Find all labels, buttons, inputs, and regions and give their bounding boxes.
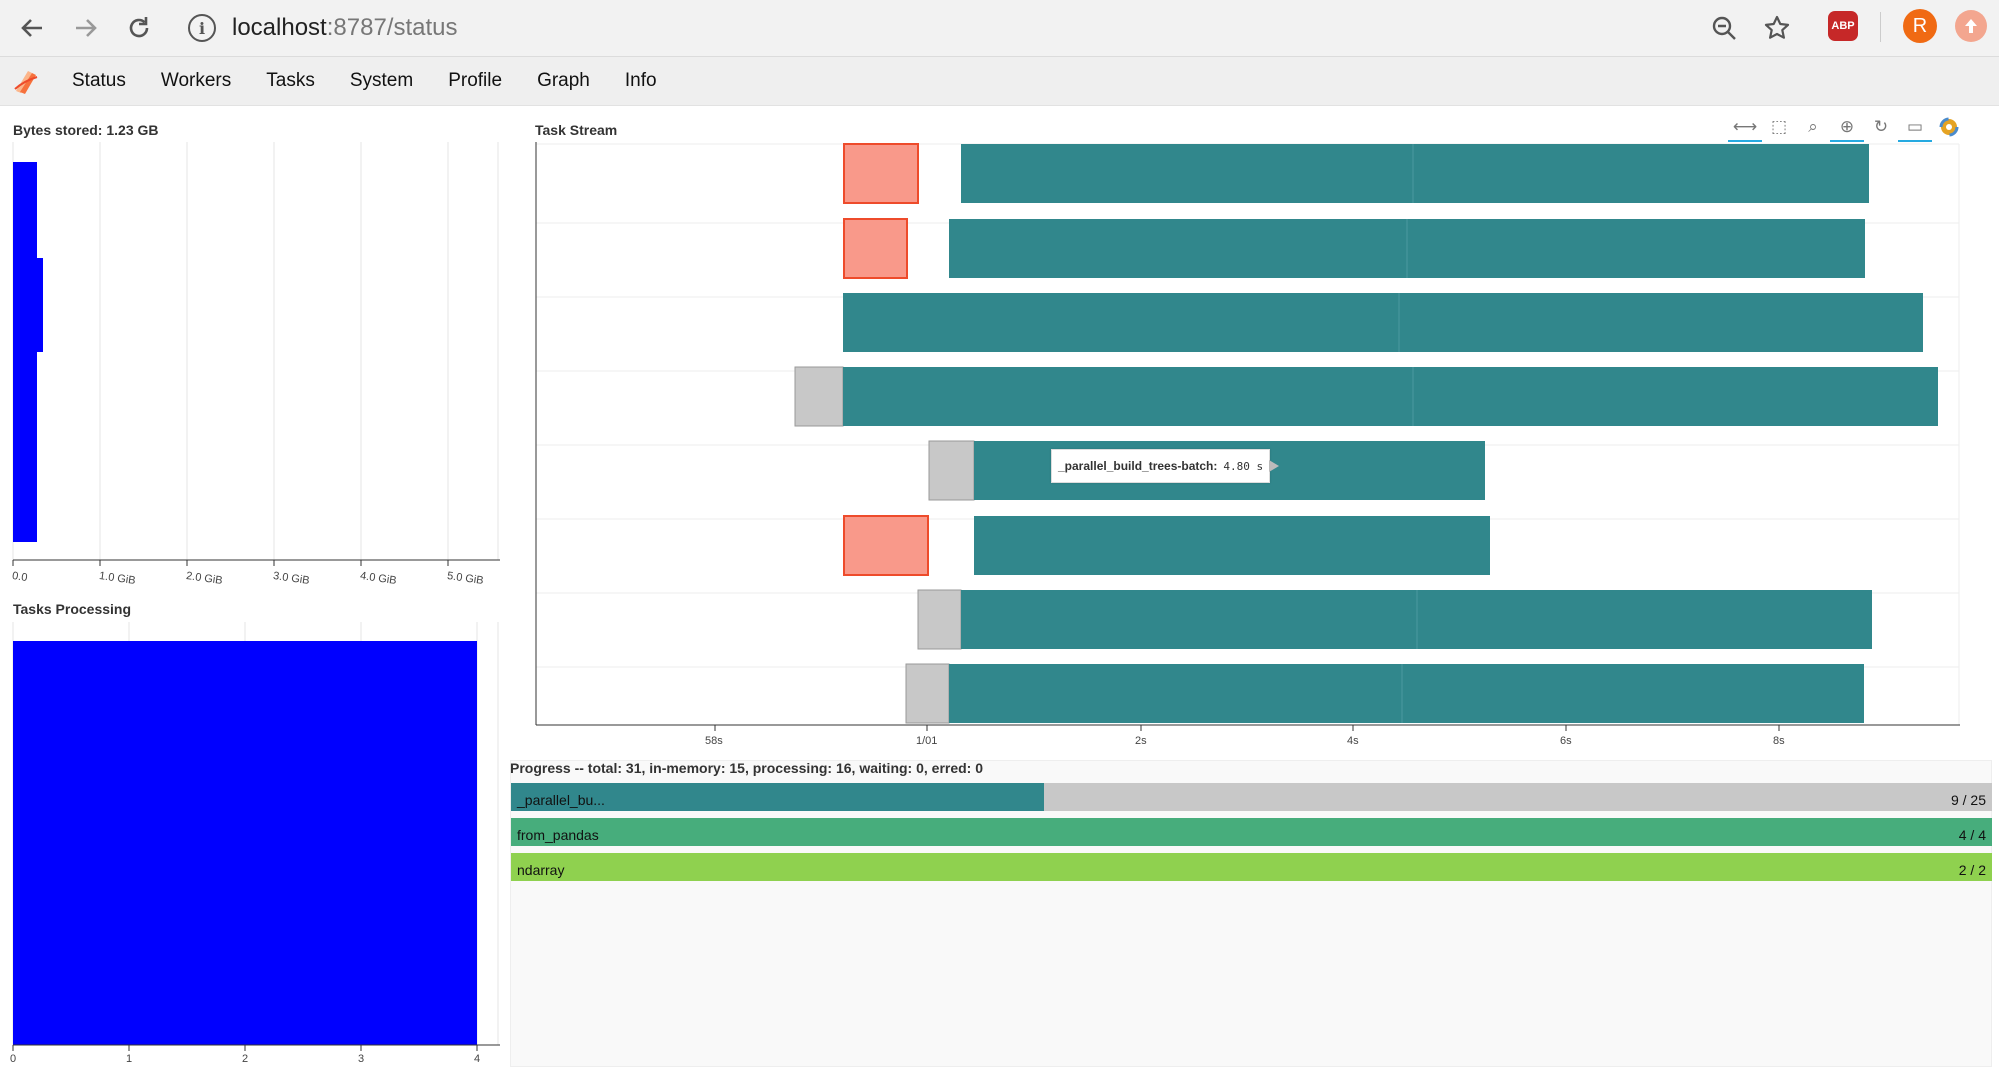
progress-bar-from-pandas[interactable]: from_pandas 4 / 4 (511, 818, 1992, 846)
stream-tick-1-01: 1/01 (916, 735, 938, 747)
zoom-in-icon[interactable]: ⊕ (1830, 114, 1864, 142)
progress-fill (511, 853, 1992, 881)
address-bar[interactable]: i localhost:8787/status (188, 8, 458, 48)
nav-info[interactable]: Info (624, 70, 657, 91)
zoom-icon[interactable] (1706, 10, 1742, 46)
tooltip-task-name: _parallel_build_trees-batch: (1058, 459, 1218, 473)
pan-tool-icon[interactable]: ⟷ (1728, 114, 1762, 142)
processing-tick-0: 0 (10, 1053, 17, 1065)
arrow-right-icon[interactable] (68, 10, 104, 46)
app-navbar: Status Workers Tasks System Profile Grap… (0, 57, 1999, 106)
reload-icon[interactable] (121, 10, 157, 46)
bokeh-logo-icon[interactable] (1932, 114, 1966, 140)
progress-fill (511, 818, 1992, 846)
box-zoom-icon[interactable]: ⬚ (1770, 117, 1788, 136)
bytes-tick-0: 0.0 (11, 570, 29, 585)
tooltip-duration: 4.80 s (1223, 459, 1264, 473)
stream-tick-2s: 2s (1135, 735, 1147, 747)
star-icon[interactable] (1759, 10, 1795, 46)
chart-toolbar: ⟷ ⬚ ⌕ ⊕ ↻ ▭ (1728, 114, 1966, 142)
progress-bar-parallel[interactable]: _parallel_bu... 9 / 25 (511, 783, 1992, 811)
processing-tick-2: 2 (242, 1053, 249, 1065)
adblock-icon[interactable]: ABP (1828, 11, 1858, 41)
progress-title: Progress -- total: 31, in-memory: 15, pr… (510, 760, 984, 776)
stream-tick-58s: 58s (705, 735, 723, 747)
processing-tick-1: 1 (126, 1053, 133, 1065)
processing-tick-4: 4 (474, 1053, 481, 1065)
progress-panel (510, 760, 1992, 1067)
browser-toolbar: i localhost:8787/status ABP R (0, 0, 1999, 57)
wheel-zoom-icon[interactable]: ⌕ (1808, 117, 1818, 136)
nav-workers[interactable]: Workers (160, 70, 232, 91)
stream-tick-8s: 8s (1773, 735, 1785, 747)
url-path: :8787/status (326, 14, 458, 41)
processing-tick-3: 3 (358, 1053, 365, 1065)
arrow-left-icon[interactable] (14, 10, 50, 46)
nav-graph[interactable]: Graph (537, 70, 590, 91)
dask-logo-icon[interactable] (12, 67, 40, 95)
progress-count: 4 / 4 (1958, 827, 1986, 843)
progress-count: 2 / 2 (1958, 862, 1986, 878)
tasks-processing-chart (12, 622, 500, 1051)
bytes-stored-bar (13, 162, 43, 542)
nav-tasks[interactable]: Tasks (266, 70, 315, 91)
progress-fill (511, 783, 1045, 811)
progress-name: _parallel_bu... (517, 792, 605, 808)
progress-name: from_pandas (517, 827, 599, 843)
stream-tick-4s: 4s (1347, 735, 1359, 747)
tasks-processing-title: Tasks Processing (13, 601, 132, 617)
stream-tick-6s: 6s (1560, 735, 1572, 747)
nav-system[interactable]: System (349, 70, 414, 91)
hover-tool-icon[interactable]: ▭ (1898, 114, 1932, 142)
bytes-stored-chart (12, 142, 500, 566)
task-stream-chart (535, 142, 1960, 731)
tasks-processing-bar (13, 641, 477, 1045)
toolbar-separator (1880, 12, 1881, 42)
nav-status[interactable]: Status (72, 70, 126, 91)
url-host: localhost (232, 14, 327, 41)
bytes-stored-title: Bytes stored: 1.23 GB (13, 122, 159, 138)
reset-icon[interactable]: ↻ (1873, 117, 1889, 136)
progress-name: ndarray (517, 862, 565, 878)
task-tooltip: _parallel_build_trees-batch: 4.80 s (1051, 449, 1280, 483)
extension-icon[interactable] (1955, 10, 1987, 42)
info-icon[interactable]: i (188, 14, 216, 42)
progress-bar-ndarray[interactable]: ndarray 2 / 2 (511, 853, 1992, 881)
progress-count: 9 / 25 (1950, 792, 1986, 808)
avatar[interactable]: R (1903, 9, 1937, 43)
nav-profile[interactable]: Profile (448, 70, 503, 91)
task-stream-title: Task Stream (535, 122, 618, 138)
